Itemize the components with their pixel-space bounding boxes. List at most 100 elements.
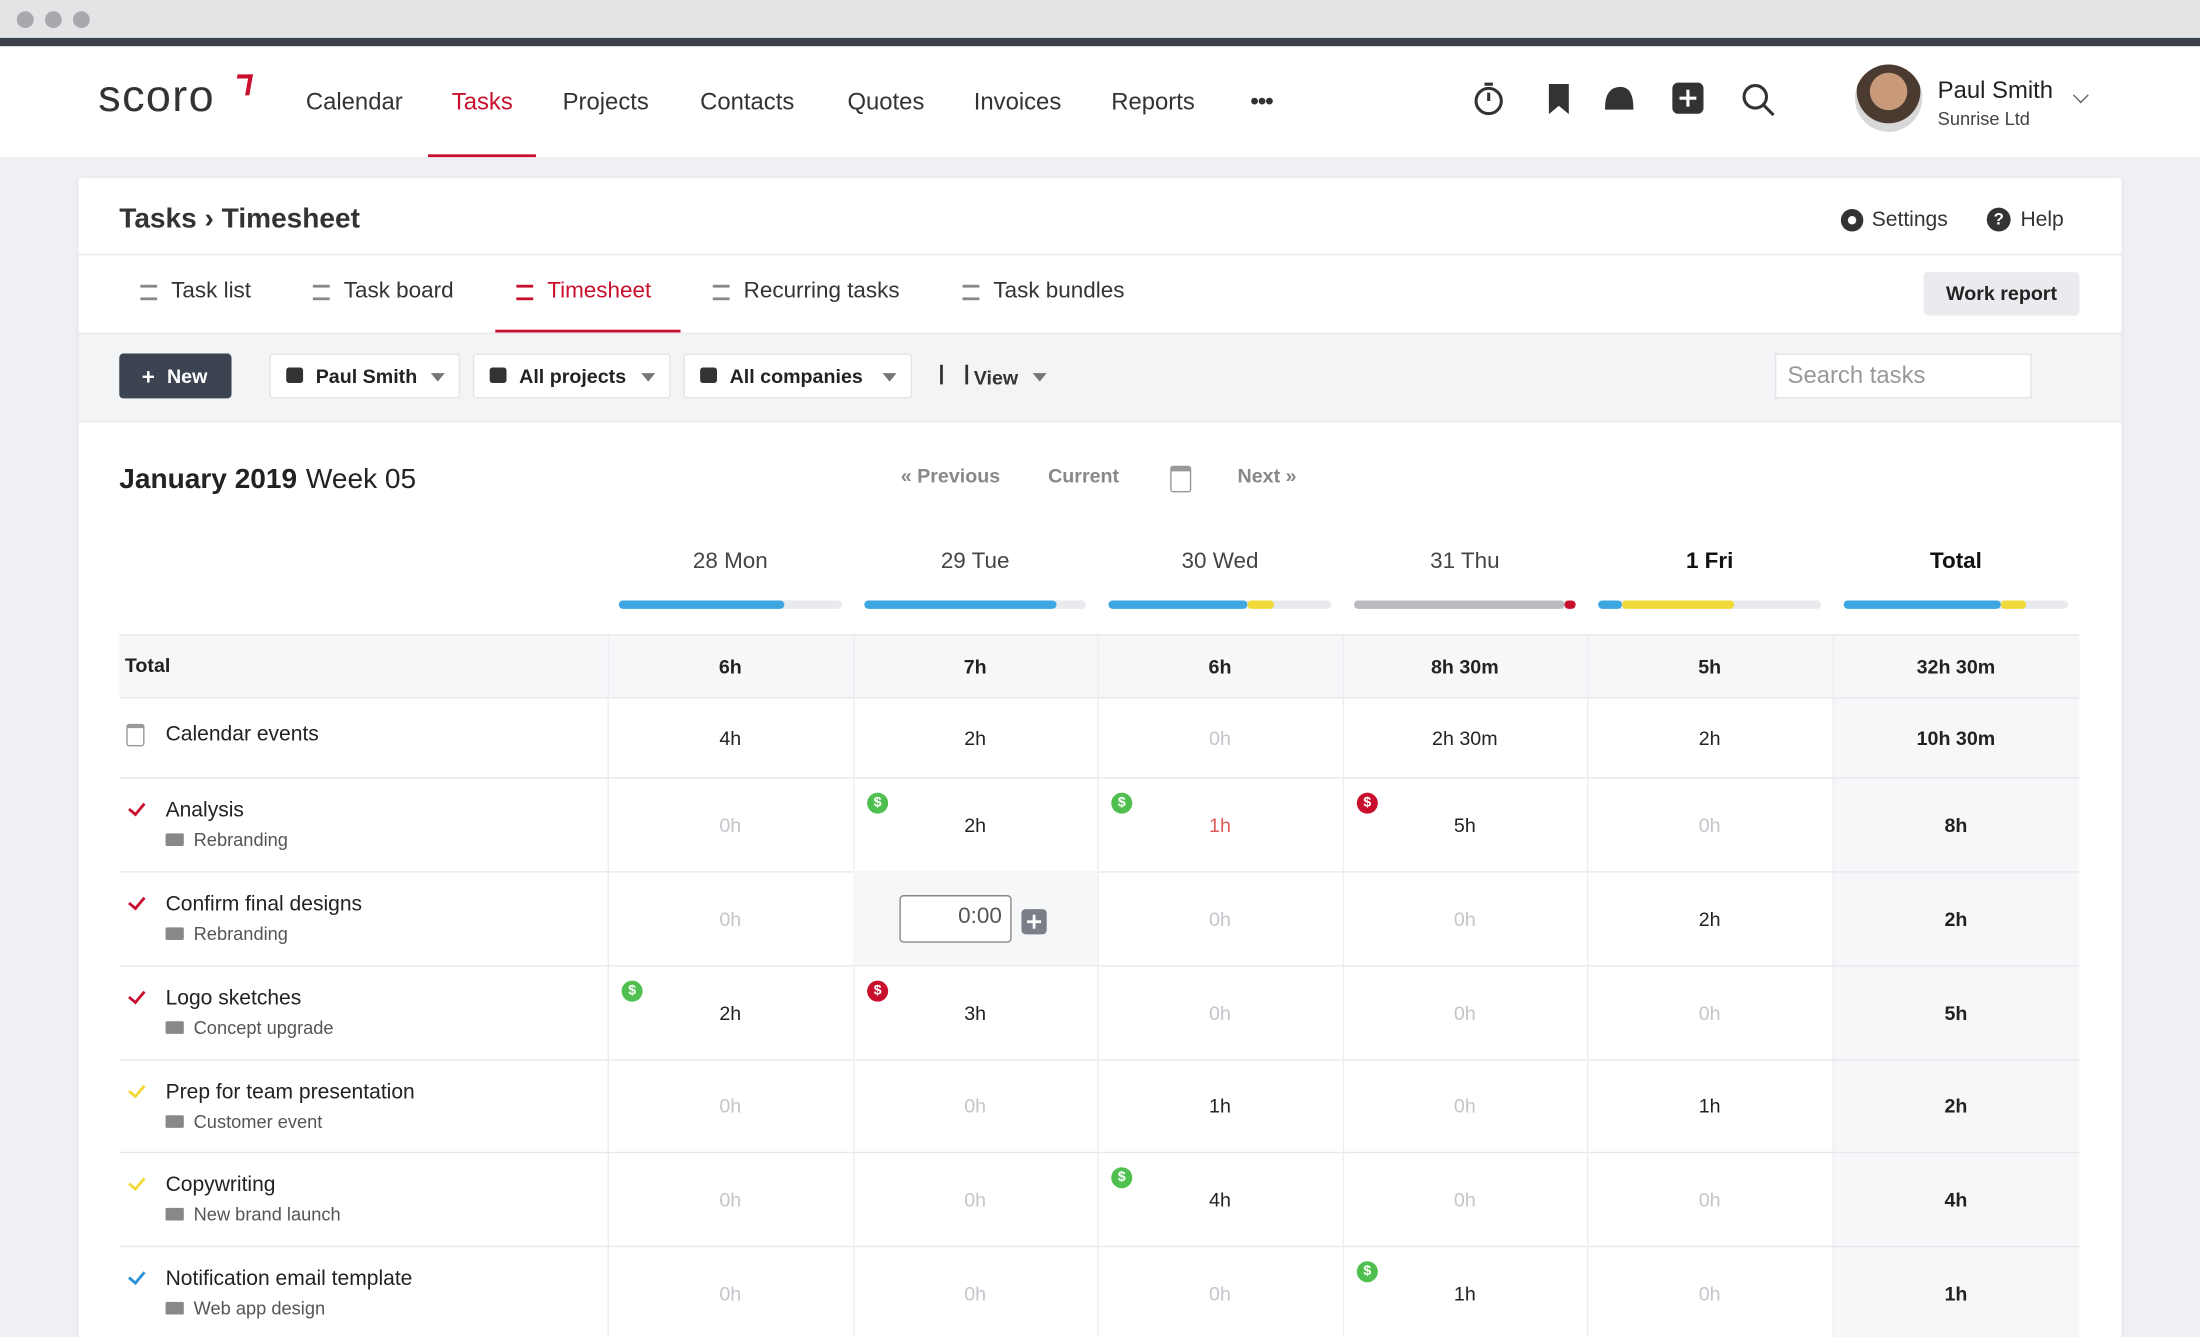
tab-icon [140, 284, 158, 301]
time-cell[interactable]: 1h [1209, 812, 1231, 836]
time-cell[interactable]: 0h [1698, 1187, 1721, 1211]
nav-item[interactable]: Calendar [305, 88, 403, 116]
column-line [0, 634, 2, 1337]
row-line [119, 965, 2080, 967]
project-icon [165, 1021, 184, 1034]
time-cell[interactable]: 0h [1209, 1000, 1231, 1024]
time-cell[interactable]: 0h [1453, 1187, 1476, 1211]
time-cell[interactable]: 0h [1453, 1000, 1476, 1024]
total-column-bg [1832, 634, 2080, 1337]
time-cell[interactable]: 0h [1209, 906, 1231, 930]
tab[interactable]: Task list [171, 279, 252, 304]
nav-item[interactable]: Quotes [847, 88, 925, 116]
search-input[interactable]: Search tasks [1774, 353, 2032, 399]
plus-icon: + [141, 366, 155, 391]
filter-dropdown[interactable]: All companies [683, 353, 913, 399]
nav-item[interactable]: Tasks [451, 88, 513, 116]
time-cell[interactable]: 2h [1698, 906, 1721, 930]
nav-item[interactable]: Invoices [973, 88, 1062, 116]
search-icon[interactable] [1742, 84, 1769, 110]
new-button[interactable]: New [119, 353, 232, 399]
task-name[interactable]: Confirm final designs [165, 892, 363, 917]
pager-link[interactable]: Current [1048, 464, 1120, 487]
help-link[interactable]: Help [2020, 207, 2064, 232]
time-cell[interactable]: 6h [1208, 654, 1232, 677]
time-cell[interactable]: 5h [1698, 654, 1722, 677]
task-name[interactable]: Notification email template [165, 1266, 413, 1291]
tab[interactable]: Task bundles [993, 279, 1125, 304]
work-report-button[interactable]: Work report [1923, 272, 2080, 316]
nav-item[interactable]: Reports [1111, 88, 1195, 116]
time-cell[interactable]: 0h [964, 1281, 987, 1304]
logo[interactable]: scoro [98, 70, 216, 121]
time-cell[interactable]: 0h [719, 1281, 742, 1304]
more-icon[interactable]: ••• [1250, 86, 1274, 116]
bell-icon[interactable] [1605, 86, 1634, 110]
time-cell[interactable]: 0h [964, 1187, 987, 1211]
column-line [1832, 634, 1834, 1337]
column-header: 30 Wed [1181, 549, 1259, 574]
help-icon[interactable]: ? [1986, 207, 2011, 232]
tab[interactable]: Timesheet [547, 279, 652, 304]
view-button[interactable]: View [973, 366, 1019, 389]
row-line [119, 777, 2080, 779]
row-line [119, 1059, 2080, 1061]
time-input[interactable]: 0:00 [899, 895, 1012, 943]
nav-item[interactable]: Contacts [700, 88, 795, 116]
time-cell[interactable]: 8h 30m [1430, 654, 1499, 677]
time-cell[interactable]: 0h [1698, 1000, 1721, 1024]
row-label: Total [124, 653, 171, 677]
time-cell[interactable]: 0h [1453, 906, 1476, 930]
bookmark-icon[interactable] [1548, 84, 1569, 115]
filter-icon [489, 367, 507, 383]
time-cell[interactable]: 0h [964, 1094, 987, 1117]
time-cell[interactable]: 2h [1698, 726, 1721, 749]
time-cell[interactable]: 0h [1209, 1281, 1231, 1304]
window-bar [0, 0, 2200, 38]
task-name[interactable]: Copywriting [165, 1172, 276, 1197]
time-cell[interactable]: 2h [964, 726, 987, 749]
time-cell[interactable]: 0h [719, 1094, 742, 1117]
time-cell[interactable]: 5h [1453, 812, 1476, 836]
nav-item[interactable]: Projects [562, 88, 649, 116]
time-cell[interactable]: 0h [1698, 1281, 1721, 1304]
time-cell[interactable]: 2h [719, 1000, 742, 1024]
time-cell[interactable]: 2h 30m [1432, 726, 1498, 749]
task-name[interactable]: Prep for team presentation [165, 1080, 415, 1105]
avatar[interactable] [1854, 64, 1923, 132]
row-line [119, 697, 2080, 699]
tab[interactable]: Task board [343, 279, 454, 304]
time-cell[interactable]: 0h [1453, 1094, 1476, 1117]
time-cell[interactable]: 0h [719, 812, 742, 836]
time-cell[interactable]: 4h [1209, 1187, 1231, 1211]
pager-link[interactable]: « Previous [900, 464, 1001, 487]
task-name[interactable]: Analysis [165, 798, 244, 823]
time-cell[interactable]: 1h [1698, 1094, 1721, 1117]
settings-icon[interactable] [1840, 209, 1864, 232]
time-cell[interactable]: 2h [964, 812, 987, 836]
user-name[interactable]: Paul Smith [1937, 77, 2054, 104]
time-cell: 8h [1944, 812, 1968, 836]
time-cell[interactable]: 7h [963, 654, 987, 677]
task-project: Rebranding [193, 923, 288, 945]
time-cell[interactable]: 1h [1453, 1281, 1476, 1304]
tab[interactable]: Recurring tasks [743, 279, 900, 304]
pager-link[interactable]: Next » [1237, 464, 1297, 487]
time-cell[interactable]: 6h [718, 654, 742, 677]
billing-badge: $ [867, 980, 889, 1002]
time-cell[interactable]: 0h [1209, 726, 1231, 749]
total-row-bg [119, 634, 2080, 698]
time-cell[interactable]: 1h [1209, 1094, 1231, 1117]
time-cell[interactable]: 3h [964, 1000, 987, 1024]
timer-icon[interactable] [1474, 86, 1503, 116]
time-cell[interactable]: 4h [719, 726, 742, 749]
time-cell[interactable]: 0h [719, 1187, 742, 1211]
month: January 2019 [119, 464, 298, 496]
settings-link[interactable]: Settings [1871, 207, 1948, 232]
calendar-picker[interactable] [1170, 465, 1192, 493]
task-name[interactable]: Logo sketches [165, 986, 302, 1011]
time-cell[interactable]: 0h [1698, 812, 1721, 836]
time-cell[interactable]: 0h [719, 906, 742, 930]
time-cell: 2h [1944, 906, 1968, 930]
